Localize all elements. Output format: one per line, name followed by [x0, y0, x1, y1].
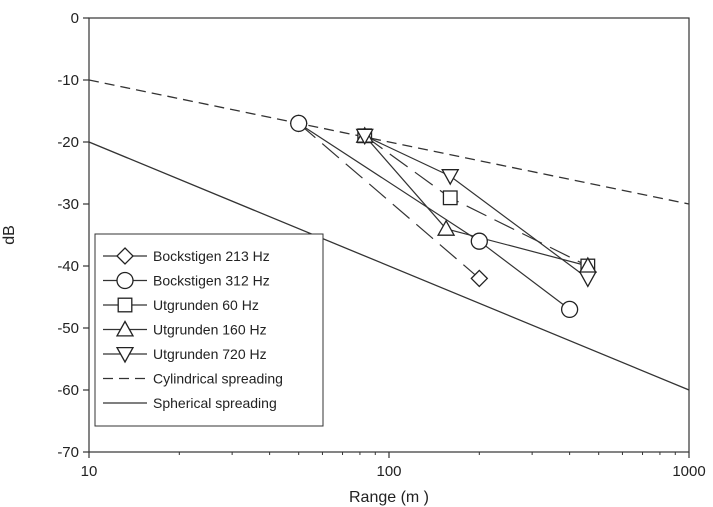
point-triangle-down — [355, 128, 374, 146]
legend-label: Bockstigen 312 Hz — [153, 273, 270, 289]
point-square — [442, 190, 458, 206]
legend: Bockstigen 213 Hz Bockstigen 312 Hz Utgrun… — [94, 233, 324, 427]
point-triangle-up — [436, 219, 456, 236]
y-tick-label: -20 — [57, 134, 79, 151]
y-tick-label: -60 — [57, 382, 79, 399]
point-circle — [560, 300, 579, 319]
y-tick-label: -10 — [57, 72, 79, 89]
point-diamond — [116, 247, 134, 265]
legend-label: Utgrunden 720 Hz — [153, 346, 267, 362]
point-circle — [470, 232, 488, 250]
axes: 10 100 1000 0 -10 -20 -30 -40 -50 -60 -70 — [57, 10, 705, 480]
point-square — [117, 297, 133, 313]
y-axis-title: dB — [1, 225, 18, 245]
legend-label: Utgrunden 60 Hz — [153, 297, 259, 313]
y-tick-label: -70 — [57, 444, 79, 461]
series-line — [89, 79, 689, 205]
x-tick-label: 100 — [376, 463, 401, 480]
y-tick-label: 0 — [71, 10, 79, 27]
point-diamond — [470, 269, 489, 288]
point-triangle-down — [441, 169, 460, 186]
point-triangle-down — [578, 271, 597, 288]
y-tick-label: -50 — [57, 320, 79, 337]
legend-label: Spherical spreading — [153, 395, 277, 411]
legend-label: Utgrunden 160 Hz — [153, 322, 267, 338]
point-triangle-down — [115, 346, 135, 364]
legend-label: Cylindrical spreading — [153, 371, 283, 387]
x-tick-label: 10 — [81, 463, 98, 480]
point-triangle-up — [115, 320, 135, 337]
marker-layer — [289, 114, 597, 319]
series-line — [89, 141, 689, 391]
plot-frame — [88, 17, 690, 453]
x-tick-label: 1000 — [672, 463, 705, 480]
y-tick-label: -40 — [57, 258, 79, 275]
series-line — [298, 122, 480, 279]
x-axis-title: Range (m ) — [349, 489, 429, 506]
point-circle — [116, 271, 134, 290]
legend-label: Bockstigen 213 Hz — [153, 248, 270, 264]
y-tick-label: -30 — [57, 196, 79, 213]
point-circle — [290, 114, 308, 133]
